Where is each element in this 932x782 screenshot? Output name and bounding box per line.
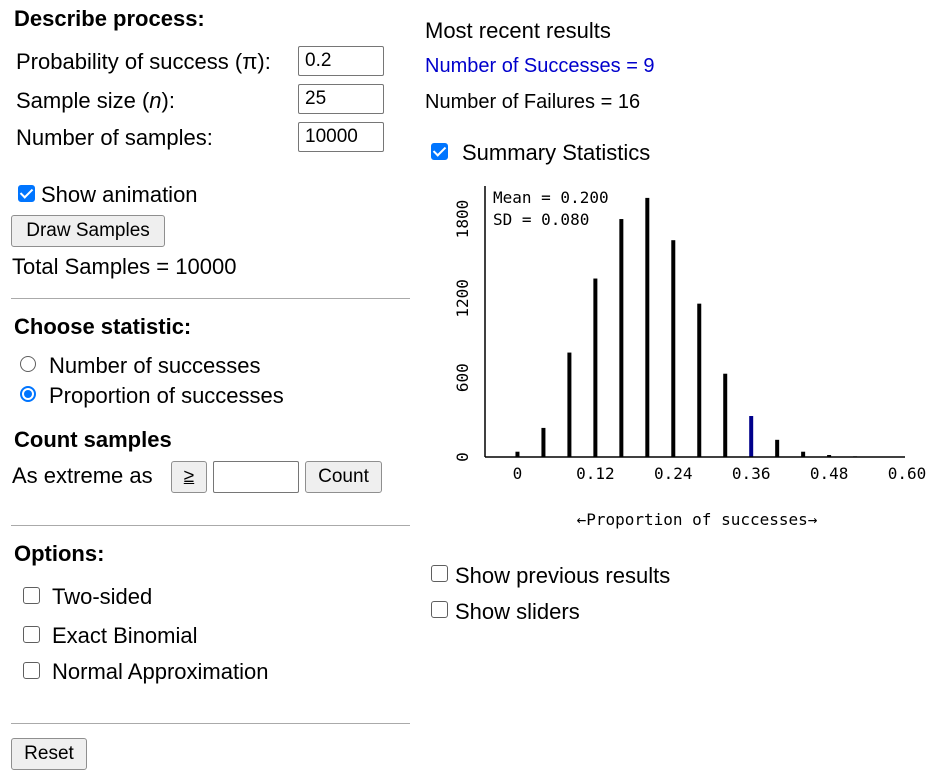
histogram-chart: 0 600 1200 1800 0 0.12 0.24 0.36 0.48 0.60 Mean … — [453, 186, 927, 529]
y-tick-label: 0 — [453, 452, 472, 462]
probability-label: Probability of success (π): — [16, 49, 271, 74]
show-animation-checkbox[interactable] — [18, 185, 35, 202]
count-samples-heading: Count samples — [14, 427, 172, 452]
most-recent-results-heading: Most recent results — [425, 18, 611, 43]
divider — [11, 525, 410, 526]
exact-binomial-checkbox[interactable] — [23, 626, 40, 643]
radio-proportion-of-successes[interactable] — [20, 386, 36, 402]
x-tick-label: 0.60 — [888, 464, 927, 483]
x-tick-label: 0.36 — [732, 464, 771, 483]
show-previous-results-label: Show previous results — [455, 563, 671, 588]
x-tick-label: 0.48 — [810, 464, 849, 483]
mean-stat-text: Mean = 0.200 — [493, 188, 609, 207]
total-samples-text: Total Samples = 10000 — [12, 254, 237, 279]
histogram-bar — [541, 427, 546, 457]
show-sliders-checkbox[interactable] — [431, 601, 448, 618]
draw-samples-button[interactable]: Draw Samples — [11, 215, 165, 247]
show-previous-results-checkbox[interactable] — [431, 565, 448, 582]
radio-number-of-successes-label: Number of successes — [49, 353, 261, 378]
y-tick-label: 1800 — [453, 200, 472, 239]
histogram-bar — [671, 240, 676, 457]
number-of-samples-label: Number of samples: — [16, 125, 213, 150]
histogram-bar — [723, 373, 728, 457]
histogram-bar — [801, 451, 806, 457]
histogram-bar — [775, 439, 780, 457]
radio-proportion-of-successes-label: Proportion of successes — [49, 383, 284, 408]
histogram-bar — [827, 455, 832, 457]
describe-process-heading: Describe process: — [14, 6, 205, 31]
x-tick-label: 0 — [513, 464, 523, 483]
x-tick-label: 0.24 — [654, 464, 693, 483]
histogram-bar — [619, 219, 624, 457]
sd-stat-text: SD = 0.080 — [493, 210, 589, 229]
summary-statistics-label: Summary Statistics — [462, 140, 651, 165]
exact-binomial-label: Exact Binomial — [52, 623, 198, 648]
histogram-bar — [645, 197, 650, 457]
number-of-samples-input[interactable] — [298, 122, 384, 152]
probability-input[interactable] — [298, 46, 384, 76]
as-extreme-as-label: As extreme as — [12, 463, 153, 488]
count-button[interactable]: Count — [305, 461, 382, 493]
number-of-successes-text: Number of Successes = 9 — [425, 55, 655, 77]
histogram-bar — [567, 352, 572, 457]
choose-statistic-heading: Choose statistic: — [14, 314, 192, 339]
count-threshold-input[interactable] — [213, 461, 299, 493]
histogram-bar — [593, 278, 598, 457]
x-tick-label: 0.12 — [576, 464, 615, 483]
radio-number-of-successes[interactable] — [20, 356, 36, 372]
y-tick-label: 1200 — [453, 279, 472, 318]
reset-button[interactable]: Reset — [11, 738, 87, 770]
normal-approximation-checkbox[interactable] — [23, 662, 40, 679]
sample-size-label: Sample size (n): — [16, 88, 175, 113]
show-animation-label: Show animation — [41, 182, 198, 207]
x-axis-label: ←Proportion of successes→ — [577, 510, 818, 529]
divider — [11, 723, 410, 724]
normal-approximation-label: Normal Approximation — [52, 659, 269, 684]
two-sided-label: Two-sided — [52, 584, 153, 609]
histogram-bar — [749, 416, 754, 457]
divider — [11, 298, 410, 299]
number-of-failures-text: Number of Failures = 16 — [425, 91, 641, 113]
operator-toggle-button[interactable]: ≥ — [171, 461, 207, 493]
two-sided-checkbox[interactable] — [23, 587, 40, 604]
histogram-bar — [515, 451, 520, 457]
show-sliders-label: Show sliders — [455, 599, 580, 624]
options-heading: Options: — [14, 541, 105, 566]
sample-size-input[interactable] — [298, 84, 384, 114]
summary-statistics-checkbox[interactable] — [431, 143, 448, 160]
y-tick-label: 600 — [453, 363, 472, 392]
histogram-bar — [697, 303, 702, 457]
